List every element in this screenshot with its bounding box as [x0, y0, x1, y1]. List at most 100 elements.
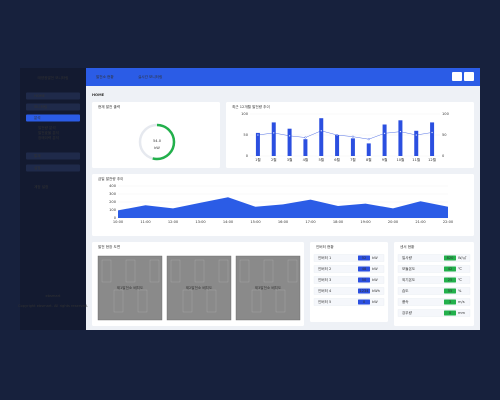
x-tick-label: 1월 [255, 157, 261, 162]
plan-room [239, 259, 250, 283]
y-tick-label: 200 [109, 200, 117, 204]
badge [444, 266, 456, 272]
y-tick-label: 300 [109, 192, 117, 196]
badge-value: 1234 [359, 289, 369, 293]
plan-room [170, 259, 181, 283]
x-tick-label: 6월 [334, 157, 340, 162]
list-row [313, 276, 385, 284]
menu-label: 통계 [34, 153, 41, 158]
plan-room [194, 259, 205, 283]
plan-room [113, 289, 124, 313]
panel-title: 인버터 현황 [316, 244, 334, 249]
badge-unit: mm [458, 311, 466, 315]
plan-room [263, 259, 274, 283]
badge-value: 52 [362, 256, 367, 260]
bar [414, 130, 419, 156]
x-tick-label: 14:00 [223, 220, 234, 224]
menu-label: 분석 [34, 115, 41, 120]
y-tick-label: 400 [109, 184, 117, 188]
panel-title: 발전 현장 도면 [98, 244, 120, 249]
badge [358, 255, 370, 261]
bar [303, 139, 308, 156]
x-tick-label: 21:00 [415, 220, 426, 224]
y2-tick-label: 50 [442, 133, 447, 137]
plan-room [287, 259, 298, 283]
badge-unit: kWh [372, 289, 380, 293]
plan-label: 제1발전소 배치도 [117, 285, 144, 290]
list-row [397, 287, 471, 295]
badge [444, 255, 456, 261]
badge-value: 0 [449, 311, 452, 315]
line-point [383, 132, 386, 135]
plan-room [125, 259, 136, 283]
line-point [256, 133, 259, 136]
bar [382, 124, 387, 156]
list-row [313, 298, 385, 306]
badge-value: 48 [362, 267, 367, 271]
list-row [313, 265, 385, 273]
list-row [397, 309, 471, 317]
badge-value: 25 [448, 278, 453, 282]
line-point [304, 136, 307, 139]
y-tick-label: 0 [114, 216, 117, 220]
badge-value: 820 [447, 256, 455, 260]
menu-label: 발전효율 분석 [38, 130, 59, 135]
row-label: 모듈온도 [402, 266, 416, 271]
bar [430, 122, 435, 156]
x-tick-label: 10월 [396, 157, 404, 162]
plan-label: 제3발전소 배치도 [255, 285, 282, 290]
row-label: 인버터 3 [318, 277, 331, 282]
badge [444, 299, 456, 305]
plan-room [182, 289, 193, 313]
menu-item[interactable] [26, 164, 80, 172]
menu-label: HOME [34, 94, 46, 98]
row-label: 인버터 4 [318, 288, 332, 293]
badge [358, 288, 370, 294]
menu-item[interactable] [26, 114, 80, 122]
line-point [288, 134, 291, 137]
sidebar-title: 태양광발전 모니터링 [38, 75, 69, 80]
list-row [313, 287, 385, 295]
row-label: 강우량 [402, 310, 413, 315]
x-tick-label: 2월 [271, 157, 277, 162]
line-point [336, 133, 339, 136]
x-tick-label: 7월 [350, 157, 356, 162]
top-button[interactable] [464, 72, 474, 81]
menu-item[interactable] [26, 152, 80, 160]
badge [444, 310, 456, 316]
x-tick-label: 20:00 [388, 220, 399, 224]
row-label: 외기온도 [402, 277, 416, 282]
list-row [397, 265, 471, 273]
gauge-unit: kW [154, 146, 160, 150]
menu-item[interactable] [26, 92, 80, 100]
list-row [397, 298, 471, 306]
menu-label: 설정 [34, 165, 41, 170]
badge-unit: m/s [458, 300, 465, 304]
row-label: 습도 [402, 288, 409, 293]
plan-room [149, 259, 160, 283]
menu-label: 계정 설정 [34, 184, 48, 189]
y-tick-label: 0 [246, 154, 249, 158]
y2-tick-label: 0 [442, 154, 445, 158]
top-button[interactable] [452, 72, 462, 81]
bar [271, 122, 276, 156]
floor-plan[interactable] [166, 255, 232, 321]
menu-label: 장애이력 분석 [38, 135, 59, 140]
line-point [351, 135, 354, 138]
menu-item[interactable] [26, 103, 80, 111]
floor-plan[interactable] [235, 255, 301, 321]
x-tick-label: 13:00 [195, 220, 206, 224]
area [118, 197, 448, 218]
gauge-arc [138, 123, 176, 161]
bar [255, 132, 260, 156]
badge [358, 266, 370, 272]
list-row [397, 254, 471, 262]
badge-value: 0 [363, 300, 366, 304]
x-tick-label: 15:00 [250, 220, 261, 224]
badge-unit: kW [372, 278, 378, 282]
row-label: 인버터 1 [318, 255, 331, 260]
list-row [313, 254, 385, 262]
plan-room [251, 289, 262, 313]
badge-value: 3 [449, 300, 451, 304]
floor-plan[interactable] [97, 255, 163, 321]
